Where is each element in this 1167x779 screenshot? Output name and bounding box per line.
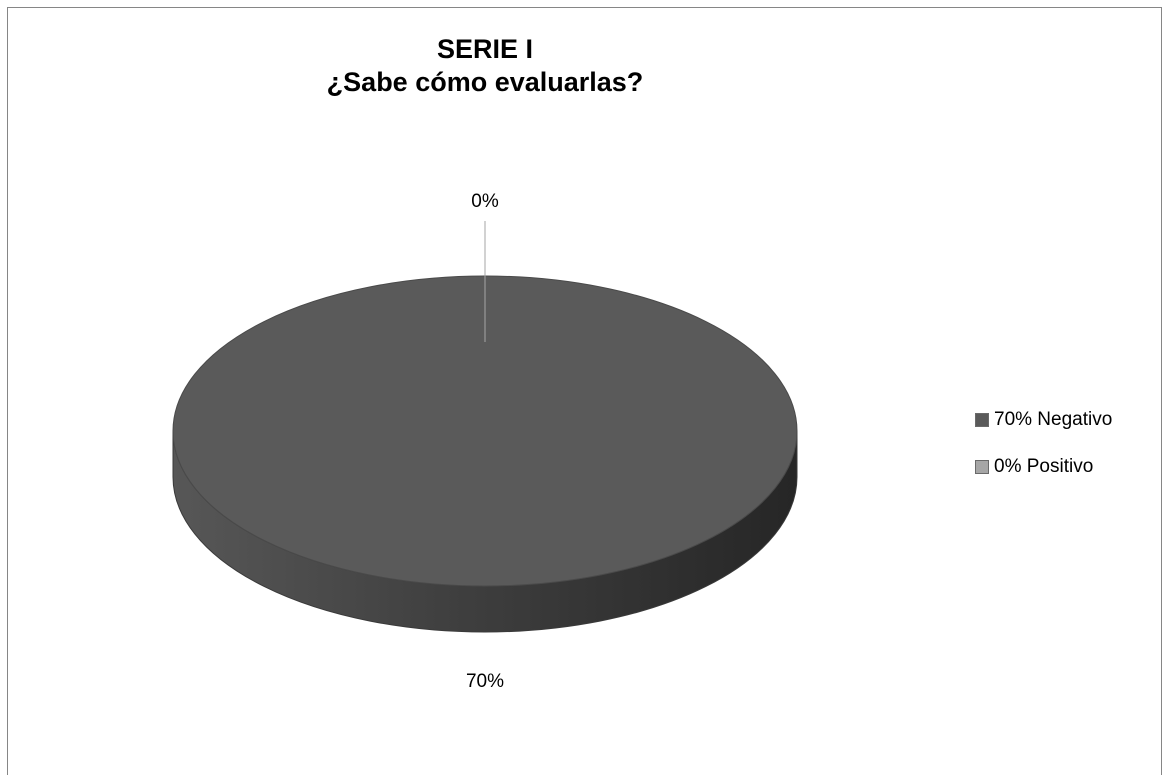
data-label-1: 0% bbox=[471, 191, 499, 212]
legend-swatch-positivo bbox=[975, 460, 989, 474]
chart-legend: 70% Negativo 0% Positivo bbox=[975, 408, 1112, 502]
legend-item-negativo: 70% Negativo bbox=[975, 408, 1112, 432]
chart-title-line-1: SERIE I bbox=[436, 34, 534, 64]
legend-label-positivo: 0% Positivo bbox=[994, 456, 1094, 477]
legend-swatch-negativo bbox=[975, 413, 989, 427]
legend-item-positivo: 0% Positivo bbox=[975, 455, 1112, 479]
data-label-0: 70% bbox=[466, 671, 504, 692]
chart-title: SERIE I ¿Sabe cómo evaluarlas? bbox=[0, 33, 970, 99]
legend-label-negativo: 70% Negativo bbox=[994, 409, 1113, 430]
chart-title-line-2: ¿Sabe cómo evaluarlas? bbox=[326, 67, 644, 97]
